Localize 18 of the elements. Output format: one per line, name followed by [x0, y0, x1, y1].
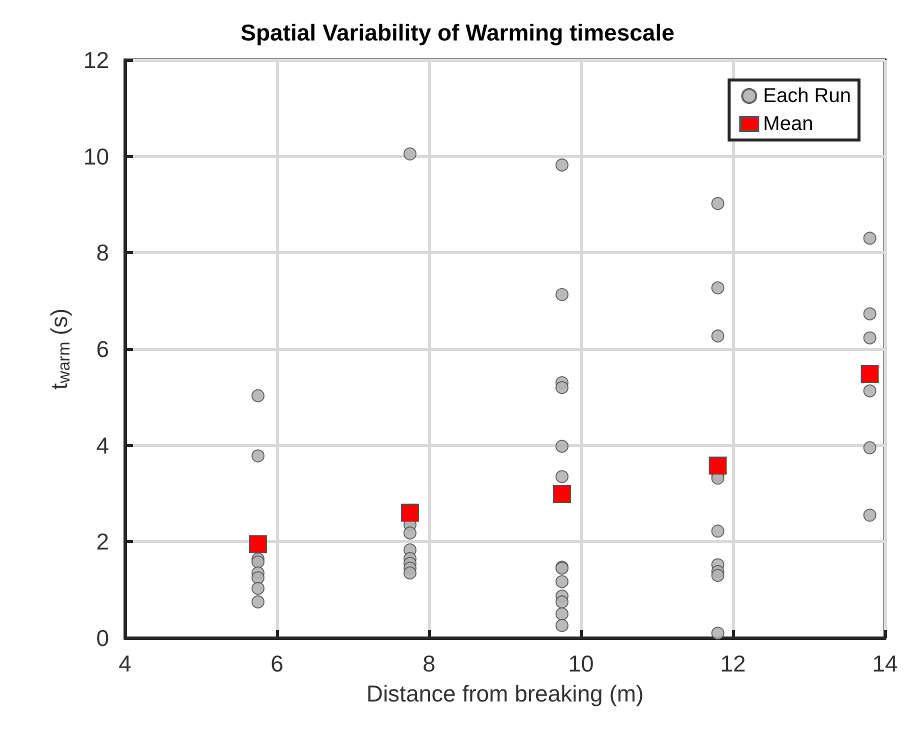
x-tick-label: 14 — [872, 650, 898, 676]
y-tick-label: 12 — [83, 47, 109, 73]
y-tick-label: 8 — [96, 240, 109, 266]
y-tick-label: 6 — [96, 336, 109, 362]
y-tick-label: 10 — [83, 143, 109, 170]
y-tick-label: 2 — [96, 528, 109, 555]
x-tick-label: 10 — [568, 650, 594, 676]
legend-label: Each Run — [763, 85, 852, 107]
y-tick-label: 4 — [96, 432, 110, 458]
chart-title: Spatial Variability of Warming timescale — [240, 20, 674, 46]
x-tick-label: 12 — [720, 650, 746, 676]
x-axis-title: Distance from breaking (m) — [366, 680, 644, 706]
x-tick-label: 4 — [118, 650, 132, 676]
x-tick-label: 6 — [270, 650, 284, 676]
y-axis-title: twarm (s) — [46, 308, 74, 390]
x-tick-label: 8 — [422, 650, 436, 676]
legend-label: Mean — [763, 113, 814, 135]
y-tick-label: 0 — [96, 625, 109, 651]
